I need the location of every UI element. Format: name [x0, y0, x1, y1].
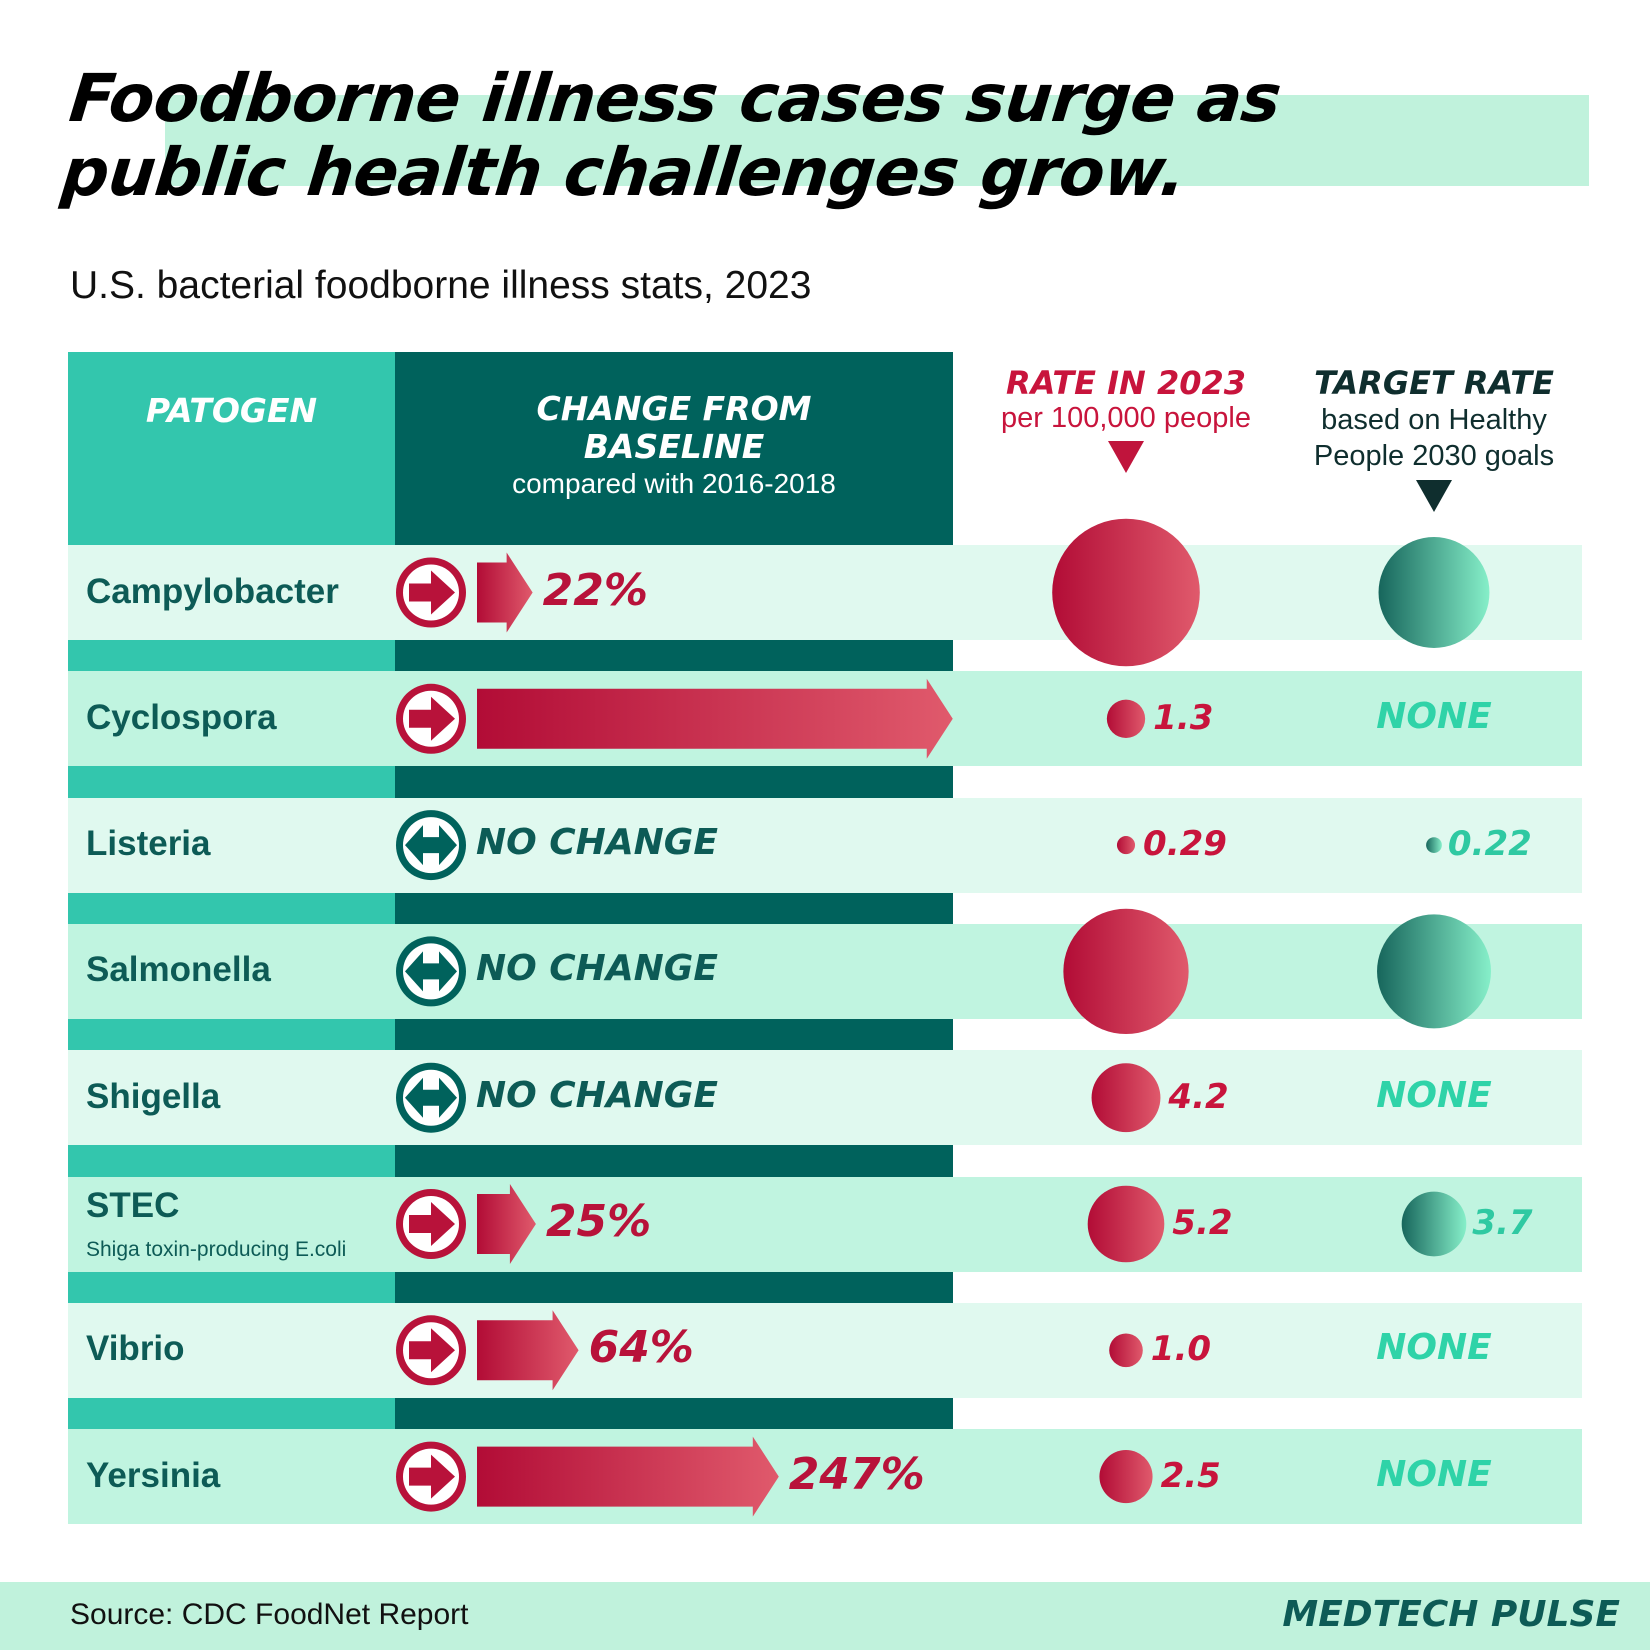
pathogen-name: Vibrio [86, 1329, 185, 1369]
double-arrow-icon [396, 936, 466, 1007]
change-label: 64% [588, 1322, 694, 1374]
change-header-title-1: CHANGE FROM [536, 389, 812, 428]
change-column-header: CHANGE FROM BASELINE compared with 2016-… [395, 352, 953, 545]
row-separator-change [395, 892, 953, 925]
target-header-title: TARGET RATE [1314, 364, 1554, 402]
arrow-right-icon [396, 1441, 466, 1512]
rate-column-header: RATE IN 2023 per 100,000 people [976, 364, 1276, 479]
row-separator-change [395, 640, 953, 672]
change-label: 247% [788, 1448, 925, 1500]
rate-header-title: RATE IN 2023 [1005, 364, 1247, 402]
table-row [68, 545, 1582, 640]
row-separator-pathogen [68, 640, 395, 672]
down-triangle-icon [1416, 480, 1452, 512]
target-bubble [1426, 837, 1442, 853]
pathogen-header-label: PATOGEN [145, 391, 318, 430]
down-triangle-icon [1108, 441, 1144, 473]
no-change-label: NO CHANGE [476, 1074, 718, 1116]
table-row [68, 797, 1582, 893]
subtitle: U.S. bacterial foodborne illness stats, … [70, 264, 812, 307]
pathogen-name: Shigella [86, 1076, 221, 1116]
title-highlight [165, 95, 1589, 186]
target-column-header: TARGET RATE based on Healthy People 2030… [1284, 364, 1584, 518]
row-separator-pathogen [68, 1145, 395, 1178]
pathogen-name: Listeria [86, 824, 211, 864]
rate-label: 2.5 [1160, 1455, 1221, 1496]
row-separator-pathogen [68, 892, 395, 925]
pathogen-name: Salmonella [86, 950, 271, 990]
pathogen-column-header: PATOGEN [68, 352, 395, 545]
double-arrow-icon [396, 1062, 466, 1133]
row-separator-pathogen [68, 1018, 395, 1051]
rate-label: 1.0 [1150, 1329, 1212, 1370]
pathogen-name: Yersinia [86, 1455, 221, 1495]
rate-label: 4.2 [1168, 1076, 1229, 1117]
change-header-title-2: BASELINE [583, 427, 765, 466]
rate-bubble [1052, 518, 1200, 667]
change-bar [477, 678, 953, 759]
table-row [68, 1176, 1582, 1272]
change-bar [477, 1310, 579, 1391]
change-bar [477, 552, 533, 633]
rate-label: 5.2 [1172, 1203, 1233, 1243]
pathogen-name: STEC [86, 1186, 180, 1225]
footer: Source: CDC FoodNet Report MEDTECH PULSE [0, 1582, 1650, 1650]
target-label: 3.7 [1472, 1203, 1533, 1243]
table-row [68, 1302, 1582, 1398]
change-label: 25% [545, 1196, 652, 1247]
target-label: 0.22 [1447, 824, 1532, 865]
target-bubble [1378, 537, 1490, 648]
source-note: Source: CDC FoodNet Report [70, 1598, 469, 1631]
row-separator-change [395, 1271, 953, 1304]
rate-bubble [1063, 908, 1189, 1035]
row-separator-pathogen [68, 1397, 395, 1430]
double-arrow-icon [396, 810, 466, 881]
rate-label: 0.29 [1143, 824, 1227, 865]
target-none-label: NONE [1376, 1327, 1492, 1369]
rate-label: 1.3 [1153, 697, 1214, 738]
table-row [68, 1429, 1582, 1525]
row-separator-pathogen [68, 1271, 395, 1304]
target-none-label: NONE [1376, 695, 1492, 737]
row-separator-pathogen [68, 766, 395, 799]
pathogen-subtitle: Shiga toxin-producing E.coli [86, 1238, 347, 1261]
row-separator-change [395, 766, 953, 799]
brand-logo: MEDTECH PULSE [1282, 1594, 1620, 1635]
rate-bubble [1099, 1450, 1153, 1504]
rate-bubble [1106, 699, 1146, 738]
change-bar [477, 1184, 536, 1264]
target-bubble [1377, 914, 1491, 1029]
pathogen-name: Cyclospora [86, 697, 277, 737]
target-bubble [1401, 1191, 1467, 1257]
target-none-label: NONE [1376, 1074, 1492, 1116]
change-bar [477, 1436, 779, 1517]
no-change-label: NO CHANGE [476, 948, 718, 990]
target-none-label: NONE [1376, 1453, 1492, 1495]
rate-bubble [1109, 1333, 1143, 1368]
rate-bubble [1116, 836, 1136, 855]
pathogen-name: Campylobacter [86, 571, 339, 611]
arrow-right-icon [396, 557, 466, 628]
arrow-right-icon [396, 683, 466, 754]
table-row [68, 1050, 1582, 1146]
change-label: 22% [542, 564, 648, 616]
table-row [68, 923, 1582, 1019]
arrow-right-icon [396, 1315, 466, 1386]
no-change-label: NO CHANGE [476, 822, 718, 864]
rate-bubble [1091, 1063, 1161, 1133]
rate-bubble [1087, 1185, 1165, 1263]
change-header-sub: compared with 2016-2018 [512, 468, 836, 499]
row-separator-change [395, 1145, 953, 1178]
row-separator-change [395, 1397, 953, 1430]
rate-header-sub: per 100,000 people [1001, 402, 1251, 434]
row-separator-change [395, 1018, 953, 1051]
target-header-sub-2: People 2030 goals [1313, 440, 1555, 472]
arrow-right-icon [396, 1189, 466, 1259]
target-header-sub-1: based on Healthy [1321, 404, 1547, 436]
